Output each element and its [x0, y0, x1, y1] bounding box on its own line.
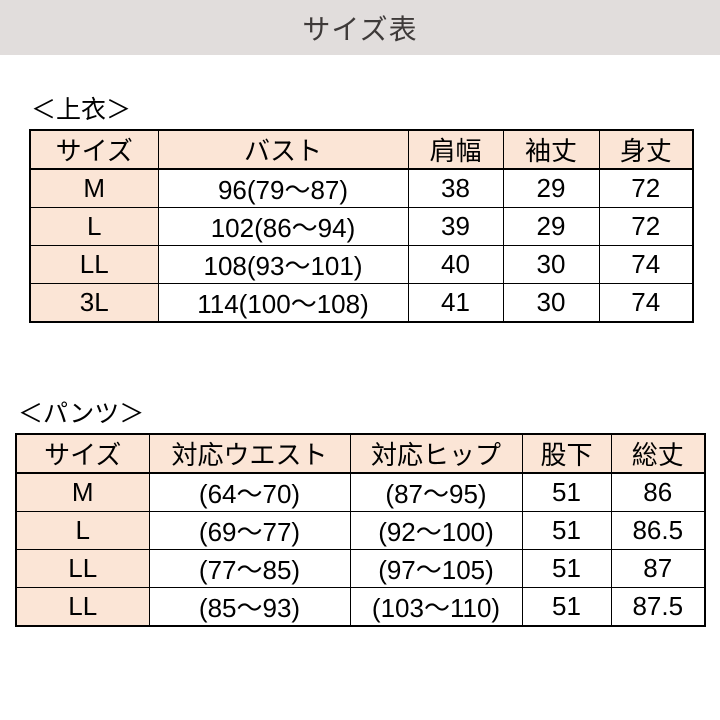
table-row: LL (77～85) (97～105) 51 87 [15, 549, 706, 588]
table-row: L 102(86～94) 39 29 72 [29, 207, 694, 246]
table-cell: 29 [502, 168, 600, 208]
table-row: LL 108(93～101) 40 30 74 [29, 245, 694, 284]
size-cell: L [29, 207, 159, 246]
page-title: サイズ表 [302, 13, 418, 45]
table-cell: 29 [502, 207, 600, 246]
table-cell: (69～77) [148, 511, 351, 550]
table-row: L (69～77) (92～100) 51 86.5 [15, 511, 706, 550]
table-cell: (97～105) [349, 549, 523, 588]
size-cell: LL [15, 549, 150, 588]
table-row: LL (85～93) (103～110) 51 87.5 [15, 587, 706, 627]
table-cell: 38 [407, 168, 504, 208]
pants-size-table: サイズ 対応ウエスト 対応ヒップ 股下 総丈 M (64～70) (87～95)… [15, 433, 706, 627]
pants-header-row: サイズ 対応ウエスト 対応ヒップ 股下 総丈 [15, 433, 706, 474]
tops-col-sleeve: 袖丈 [502, 129, 600, 170]
size-cell: 3L [29, 283, 159, 323]
pants-col-waist: 対応ウエスト [148, 433, 351, 474]
table-cell: (103～110) [349, 587, 523, 627]
pants-col-size: サイズ [15, 433, 150, 474]
table-cell: 30 [502, 283, 600, 323]
table-cell: (92～100) [349, 511, 523, 550]
table-cell: 86 [610, 472, 706, 512]
size-cell: LL [15, 587, 150, 627]
tops-size-table: サイズ バスト 肩幅 袖丈 身丈 M 96(79～87) 38 29 72 L … [29, 129, 694, 323]
table-cell: (87～95) [349, 472, 523, 512]
table-cell: 74 [598, 245, 694, 284]
table-cell: 41 [407, 283, 504, 323]
table-row: M 96(79～87) 38 29 72 [29, 168, 694, 208]
tops-col-length: 身丈 [598, 129, 694, 170]
size-cell: LL [29, 245, 159, 284]
table-cell: 51 [521, 472, 612, 512]
size-cell: M [15, 472, 150, 512]
size-cell: M [29, 168, 159, 208]
table-cell: 114(100～108) [157, 283, 409, 323]
pants-section-title: ＜パンツ＞ [18, 400, 145, 428]
table-cell: 30 [502, 245, 600, 284]
table-cell: 39 [407, 207, 504, 246]
table-cell: 96(79～87) [157, 168, 409, 208]
table-cell: 102(86～94) [157, 207, 409, 246]
table-cell: 86.5 [610, 511, 706, 550]
table-cell: 40 [407, 245, 504, 284]
pants-col-hip: 対応ヒップ [349, 433, 523, 474]
table-cell: 51 [521, 587, 612, 627]
tops-col-bust: バスト [157, 129, 409, 170]
table-cell: 72 [598, 207, 694, 246]
size-cell: L [15, 511, 150, 550]
table-cell: 87.5 [610, 587, 706, 627]
table-cell: 74 [598, 283, 694, 323]
table-cell: 108(93～101) [157, 245, 409, 284]
table-cell: 51 [521, 549, 612, 588]
pants-col-length: 総丈 [610, 433, 706, 474]
table-cell: 51 [521, 511, 612, 550]
pants-col-inseam: 股下 [521, 433, 612, 474]
table-cell: 87 [610, 549, 706, 588]
tops-col-size: サイズ [29, 129, 159, 170]
table-cell: (85～93) [148, 587, 351, 627]
page-title-banner: サイズ表 [0, 0, 720, 55]
table-cell: (77～85) [148, 549, 351, 588]
table-row: 3L 114(100～108) 41 30 74 [29, 283, 694, 323]
tops-col-shoulder: 肩幅 [407, 129, 504, 170]
table-cell: (64～70) [148, 472, 351, 512]
table-cell: 72 [598, 168, 694, 208]
tops-section-title: ＜上衣＞ [31, 96, 132, 124]
table-row: M (64～70) (87～95) 51 86 [15, 472, 706, 512]
tops-header-row: サイズ バスト 肩幅 袖丈 身丈 [29, 129, 694, 170]
